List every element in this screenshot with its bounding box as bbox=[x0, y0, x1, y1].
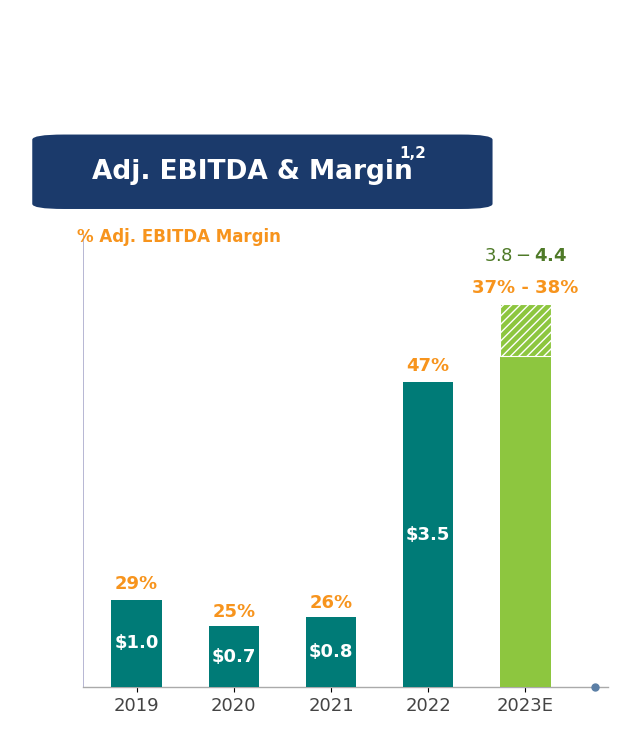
Bar bbox=[209, 626, 259, 687]
Bar bbox=[500, 356, 550, 687]
Bar bbox=[111, 600, 162, 687]
Text: $0.8: $0.8 bbox=[308, 643, 353, 661]
Text: 29%: 29% bbox=[115, 575, 158, 593]
Text: 37% - 38%: 37% - 38% bbox=[472, 279, 579, 297]
Text: $3.5: $3.5 bbox=[406, 525, 451, 544]
Text: $3.8 - $4.4: $3.8 - $4.4 bbox=[484, 248, 567, 266]
Text: 25%: 25% bbox=[212, 602, 255, 621]
Text: Adj. EBITDA & Margin: Adj. EBITDA & Margin bbox=[92, 159, 413, 185]
Text: 47%: 47% bbox=[406, 357, 450, 375]
Bar bbox=[403, 382, 454, 687]
Bar bbox=[500, 304, 550, 356]
Text: 26%: 26% bbox=[310, 594, 353, 612]
Text: $0.7: $0.7 bbox=[212, 648, 256, 666]
Text: 1,2: 1,2 bbox=[399, 146, 426, 162]
Bar bbox=[306, 618, 356, 687]
FancyBboxPatch shape bbox=[32, 134, 493, 209]
Text: % Adj. EBITDA Margin: % Adj. EBITDA Margin bbox=[77, 228, 281, 246]
Text: $1.0: $1.0 bbox=[115, 634, 159, 652]
